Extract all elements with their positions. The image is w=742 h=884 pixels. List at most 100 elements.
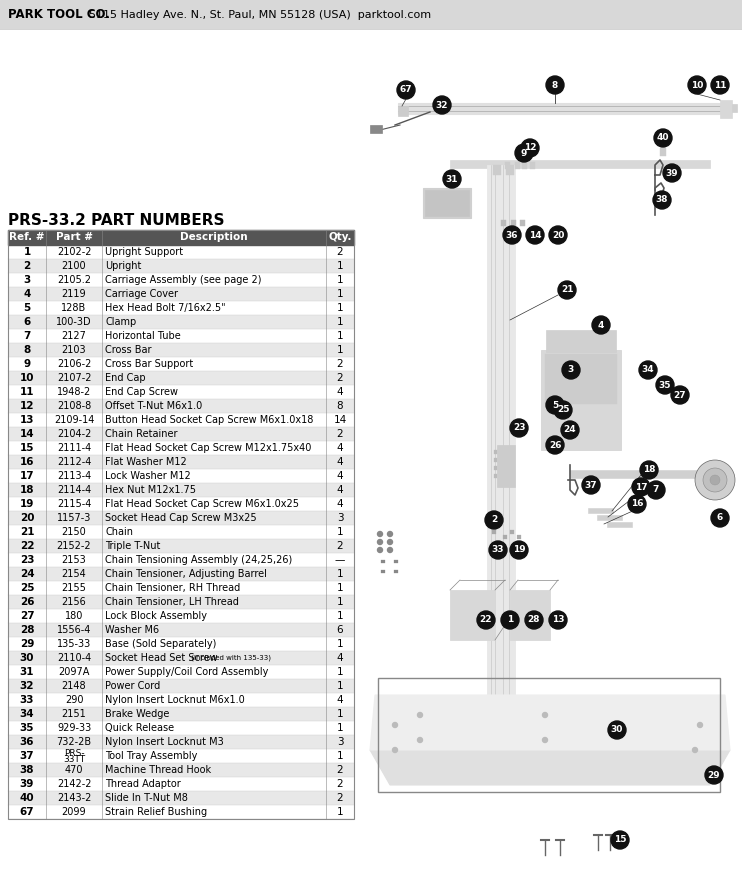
Bar [8,441,354,455]
Text: 128B: 128B [62,303,87,313]
Circle shape [387,547,393,552]
Bar [8,287,354,301]
Text: 2152-2: 2152-2 [56,541,91,551]
Text: Socket Head Cap Screw M3x25: Socket Head Cap Screw M3x25 [105,513,257,523]
Bar [8,399,354,413]
Circle shape [592,316,610,334]
Circle shape [378,539,382,545]
Text: PARK TOOL CO.: PARK TOOL CO. [8,9,110,21]
Bar [8,567,354,581]
Bar [511,220,516,226]
Text: 38: 38 [656,195,669,204]
Circle shape [393,722,398,728]
Text: Washer M6: Washer M6 [105,625,159,635]
Circle shape [628,495,646,513]
Circle shape [705,766,723,784]
Text: Tool Tray Assembly: Tool Tray Assembly [105,751,197,761]
Text: 33: 33 [20,695,34,705]
Bar [545,354,617,404]
Text: 1: 1 [337,317,344,327]
Circle shape [378,547,382,552]
Bar [8,301,354,315]
Bar [394,570,398,573]
Text: 3: 3 [568,365,574,375]
Circle shape [418,713,422,718]
Text: 2: 2 [337,429,344,439]
Circle shape [647,481,665,499]
Text: 26: 26 [20,597,34,607]
Circle shape [418,737,422,743]
Text: 19: 19 [513,545,525,554]
Text: 1: 1 [337,345,344,355]
Text: 6: 6 [337,625,344,635]
Text: 2151: 2151 [62,709,86,719]
Bar [450,160,710,168]
Text: 10: 10 [691,80,703,89]
Text: 1: 1 [337,639,344,649]
Circle shape [503,226,521,244]
Bar [8,259,354,273]
Text: 30: 30 [20,653,34,663]
Text: 18: 18 [20,485,34,495]
Text: Base (Sold Separately): Base (Sold Separately) [105,639,217,649]
Text: 1: 1 [337,611,344,621]
Text: 4: 4 [23,289,30,299]
Text: 24: 24 [20,569,34,579]
Text: 34: 34 [20,709,34,719]
Text: Chain Tensioner, RH Thread: Chain Tensioner, RH Thread [105,583,240,593]
Bar [494,458,497,462]
Text: PRS-33.2 PART NUMBERS: PRS-33.2 PART NUMBERS [8,213,225,228]
Text: 3: 3 [337,737,344,747]
Text: Quick Release: Quick Release [105,723,174,733]
Text: 8: 8 [337,401,344,411]
Bar [8,539,354,553]
Bar [8,595,354,609]
Text: 20: 20 [20,513,34,523]
Text: 14: 14 [20,429,34,439]
Circle shape [549,226,567,244]
Text: 36: 36 [506,231,518,240]
Text: 11: 11 [714,80,726,89]
Bar [597,515,622,520]
Text: 2150: 2150 [62,527,86,537]
Bar [423,188,471,218]
Bar [381,570,385,573]
Text: 22: 22 [20,541,34,551]
Bar [546,330,616,352]
Text: 31: 31 [446,174,459,184]
Bar [720,100,732,118]
Bar [8,805,354,819]
Bar [8,413,354,427]
Text: 135-33: 135-33 [57,639,91,649]
Bar [8,273,354,287]
Text: 25: 25 [20,583,34,593]
Circle shape [656,376,674,394]
Text: 17: 17 [20,471,34,481]
Text: 30: 30 [611,726,623,735]
Text: 33: 33 [492,545,505,554]
Text: Hex Nut M12x1.75: Hex Nut M12x1.75 [105,485,196,495]
Circle shape [640,461,658,479]
Text: 1: 1 [337,527,344,537]
Text: 1948-2: 1948-2 [57,387,91,397]
Text: 40: 40 [20,793,34,803]
Text: 1: 1 [337,751,344,761]
Text: Chain Tensioning Assembly (24,25,26): Chain Tensioning Assembly (24,25,26) [105,555,292,565]
Bar [8,581,354,595]
Bar [520,220,525,226]
Text: 3: 3 [337,513,344,523]
Text: 9: 9 [24,359,30,369]
Text: 35: 35 [20,723,34,733]
Circle shape [582,476,600,494]
Circle shape [546,396,564,414]
Polygon shape [510,590,550,640]
Text: 1: 1 [337,667,344,677]
Bar [8,497,354,511]
Text: 4: 4 [337,387,344,397]
Text: 2143-2: 2143-2 [57,793,91,803]
Text: Machine Thread Hook: Machine Thread Hook [105,765,211,775]
Text: 2097A: 2097A [59,667,90,677]
Text: Cross Bar: Cross Bar [105,345,151,355]
Bar [8,693,354,707]
Circle shape [485,511,503,529]
